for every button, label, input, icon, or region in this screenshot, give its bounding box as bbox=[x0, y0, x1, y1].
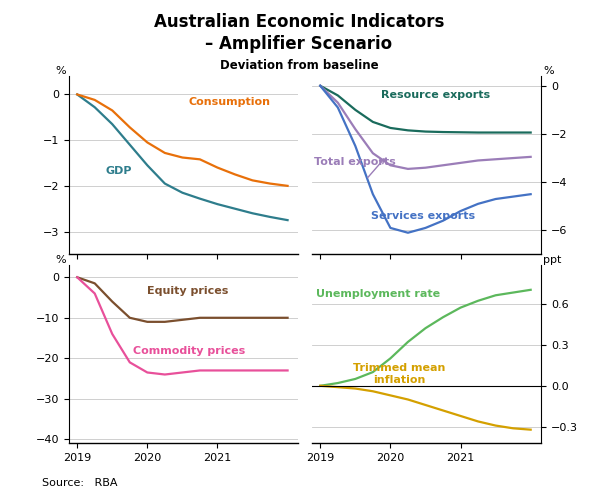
Text: Australian Economic Indicators: Australian Economic Indicators bbox=[154, 13, 444, 31]
Text: Equity prices: Equity prices bbox=[147, 286, 228, 296]
Text: Resource exports: Resource exports bbox=[381, 90, 490, 100]
Text: GDP: GDP bbox=[105, 166, 132, 176]
Text: ppt: ppt bbox=[544, 255, 562, 265]
Text: Commodity prices: Commodity prices bbox=[133, 346, 245, 356]
Text: Services exports: Services exports bbox=[371, 211, 475, 221]
Text: %: % bbox=[56, 66, 66, 76]
Text: %: % bbox=[56, 255, 66, 265]
Text: Consumption: Consumption bbox=[188, 97, 270, 107]
Text: Source:   RBA: Source: RBA bbox=[42, 478, 117, 488]
Text: %: % bbox=[544, 66, 554, 76]
Text: Trimmed mean
inflation: Trimmed mean inflation bbox=[353, 363, 445, 385]
Text: Unemployment rate: Unemployment rate bbox=[316, 289, 441, 299]
Text: Total exports: Total exports bbox=[314, 157, 396, 167]
Text: Deviation from baseline: Deviation from baseline bbox=[219, 59, 379, 72]
Text: – Amplifier Scenario: – Amplifier Scenario bbox=[206, 35, 392, 53]
